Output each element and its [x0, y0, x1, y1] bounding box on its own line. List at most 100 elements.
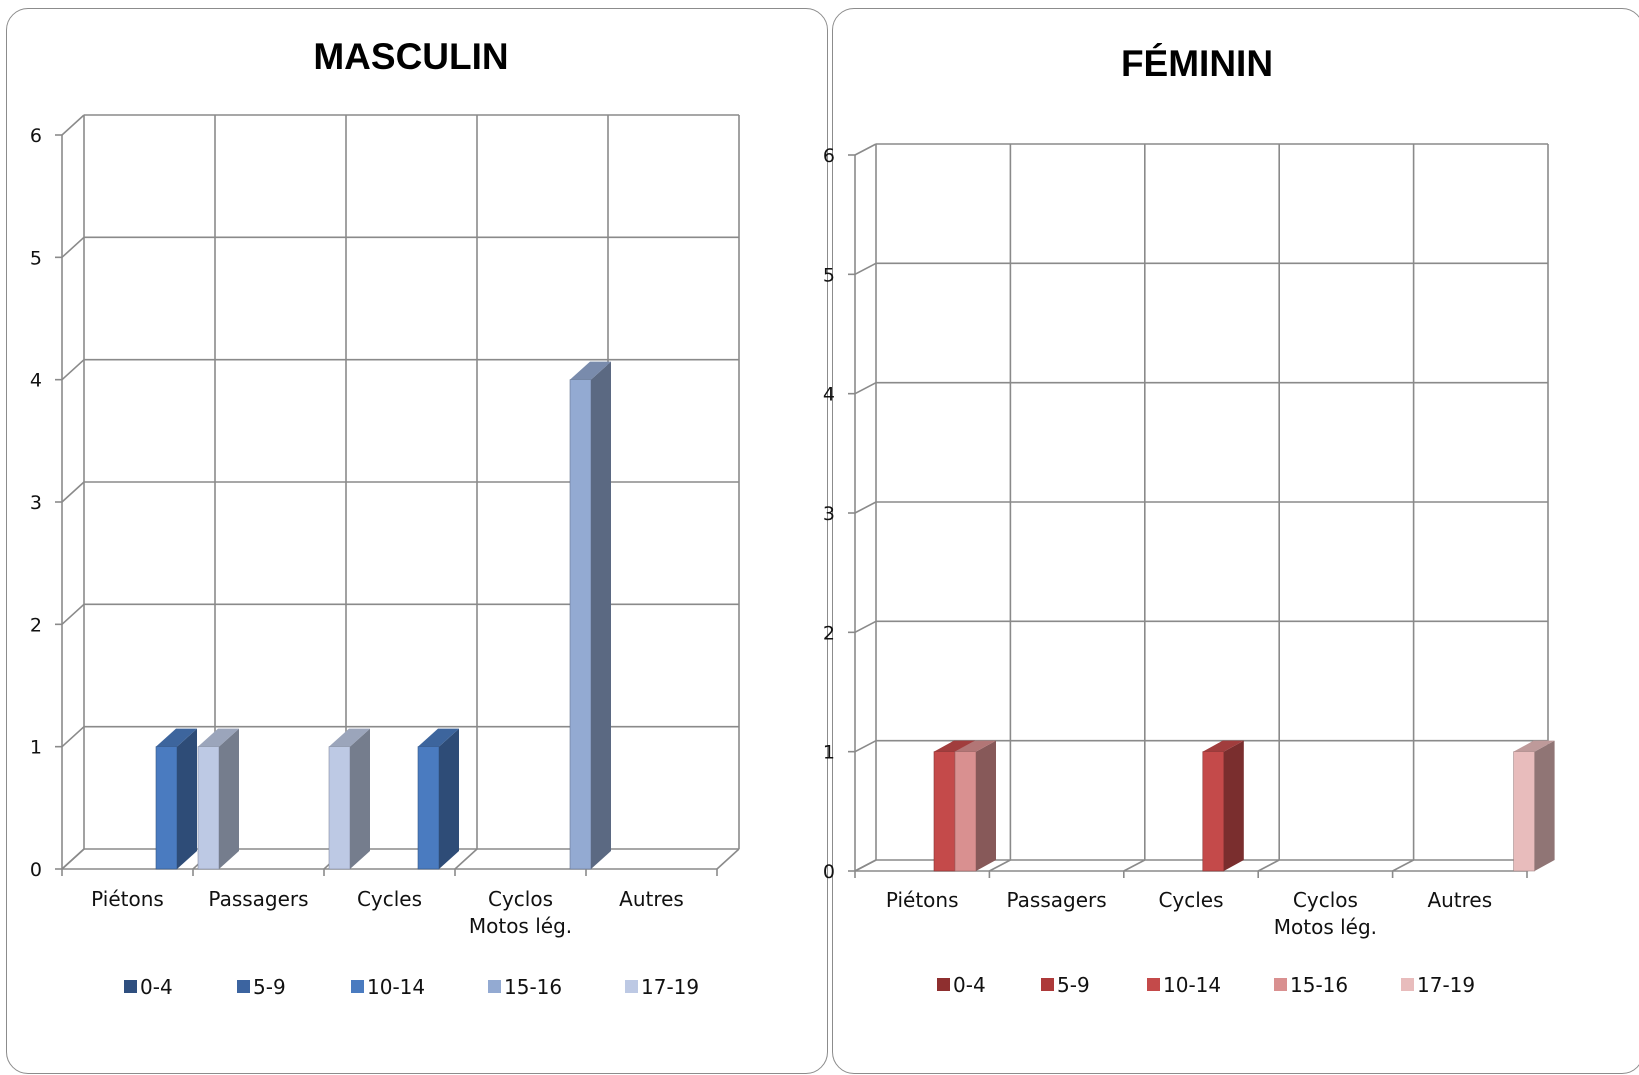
- bar: [1513, 740, 1555, 872]
- bar-front: [1202, 751, 1225, 872]
- bars: [933, 740, 1555, 872]
- x-tick-label: Piétons: [91, 887, 164, 911]
- bar-top: [418, 728, 459, 747]
- gridline-side: [854, 620, 877, 634]
- bar-front: [155, 746, 178, 870]
- y-tick-label: 5: [30, 247, 42, 269]
- legend-label: 17-19: [1417, 973, 1475, 997]
- gridline-side: [61, 481, 85, 503]
- x-tick-label: Cyclos: [1293, 888, 1358, 912]
- legend-swatch: [488, 980, 501, 993]
- bar-side: [350, 728, 370, 869]
- legend-label: 5-9: [1057, 973, 1090, 997]
- legend-label: 5-9: [253, 975, 286, 999]
- legend-label: 15-16: [504, 975, 562, 999]
- legend-item: 0-4: [937, 973, 986, 997]
- gridline-side: [854, 739, 877, 753]
- gridline-floor: [61, 848, 85, 870]
- x-tick-label: Autres: [619, 887, 684, 911]
- bar-top: [1513, 740, 1555, 752]
- y-tick-label: 3: [30, 492, 42, 514]
- x-tick-label: Passagers: [208, 887, 308, 911]
- bar-top: [934, 740, 975, 752]
- bar-side: [219, 728, 239, 869]
- legend-swatch: [1274, 978, 1287, 991]
- y-tick-label: 4: [823, 384, 835, 406]
- bar-top: [1202, 740, 1244, 752]
- y-tick-label: 6: [823, 145, 835, 167]
- y-tick-label: 0: [30, 859, 42, 881]
- y-tick-label: 1: [30, 737, 42, 759]
- legend-item: 15-16: [1274, 973, 1348, 997]
- legend-label: 0-4: [953, 973, 986, 997]
- gridline-floor: [1257, 859, 1280, 872]
- bar-front: [954, 751, 977, 872]
- gridline-side: [61, 603, 85, 625]
- x-tick-label: Cycles: [357, 887, 422, 911]
- bar: [328, 728, 370, 870]
- y-tick-label: 0: [823, 861, 835, 883]
- legend: 0-4 5-9 10-14 15-16 17-19: [124, 975, 699, 999]
- legend-swatch: [237, 980, 250, 993]
- x-tick-label: Piétons: [886, 888, 959, 912]
- bar: [197, 728, 239, 870]
- legend-label: 15-16: [1290, 973, 1348, 997]
- bar-side: [591, 361, 611, 869]
- x-tick-label: Passagers: [1007, 888, 1107, 912]
- gridline-side: [61, 114, 85, 136]
- bar-front: [1513, 751, 1535, 872]
- gridlines: [854, 143, 1549, 872]
- y-tick-label: 4: [30, 370, 42, 392]
- legend-swatch: [351, 980, 364, 993]
- y-tick-label: 3: [823, 503, 835, 525]
- legend-item: 0-4: [124, 975, 173, 999]
- x-tick-label: Cycles: [1158, 888, 1223, 912]
- gridline-side: [854, 501, 877, 514]
- bar-front: [569, 379, 592, 870]
- gridline-side: [854, 143, 877, 156]
- gridline-floor: [1123, 859, 1146, 872]
- legend-label: 17-19: [641, 975, 699, 999]
- bar: [569, 361, 611, 870]
- bar-front: [328, 746, 351, 870]
- legend-swatch: [124, 980, 137, 993]
- bar-side: [177, 728, 197, 869]
- bar-front: [417, 746, 440, 870]
- bar-side: [976, 740, 996, 871]
- legend-item: 5-9: [1041, 973, 1090, 997]
- chart-panel-feminin: FÉMININ 0 1 2 3 4 5 6 Piétons Passagers Cycles Cycl…: [823, 8, 1639, 1074]
- bars: [155, 361, 611, 870]
- x-tick-label: Cyclos: [488, 887, 553, 911]
- legend-swatch: [1147, 978, 1160, 991]
- bar: [417, 728, 459, 870]
- bar-top: [156, 728, 197, 747]
- chart-panel-masculin: MASCULIN 0 1 2 3 4 5 6 Piétons Passagers Cycles Cyc…: [6, 8, 828, 1074]
- legend-item: 17-19: [1401, 973, 1475, 997]
- bar-top: [329, 728, 370, 747]
- legend: 0-4 5-9 10-14 15-16 17-19: [937, 973, 1475, 997]
- legend-item: 5-9: [237, 975, 286, 999]
- gridline-side: [61, 236, 85, 258]
- legend-item: 10-14: [351, 975, 425, 999]
- gridline-side: [854, 381, 877, 395]
- y-tick-label: 1: [823, 742, 835, 764]
- gridline-floor: [854, 859, 877, 872]
- gridline-floor: [989, 859, 1011, 872]
- legend-label: 10-14: [1163, 973, 1221, 997]
- bar-front: [933, 751, 956, 872]
- bar-front: [197, 746, 220, 870]
- bar-side: [1223, 740, 1244, 871]
- x-tick-label: Motos lég.: [469, 914, 572, 938]
- legend-swatch: [1041, 978, 1054, 991]
- legend-label: 10-14: [367, 975, 425, 999]
- y-tick-label: 5: [823, 264, 835, 286]
- chart-title: MASCULIN: [313, 36, 508, 77]
- legend-item: 15-16: [488, 975, 562, 999]
- legend-label: 0-4: [140, 975, 173, 999]
- legend-item: 10-14: [1147, 973, 1221, 997]
- chart-title: FÉMININ: [1121, 43, 1273, 84]
- bar: [954, 740, 996, 872]
- x-tick-label: Motos lég.: [1274, 915, 1377, 939]
- y-tick-label: 2: [823, 622, 835, 644]
- legend-item: 17-19: [625, 975, 699, 999]
